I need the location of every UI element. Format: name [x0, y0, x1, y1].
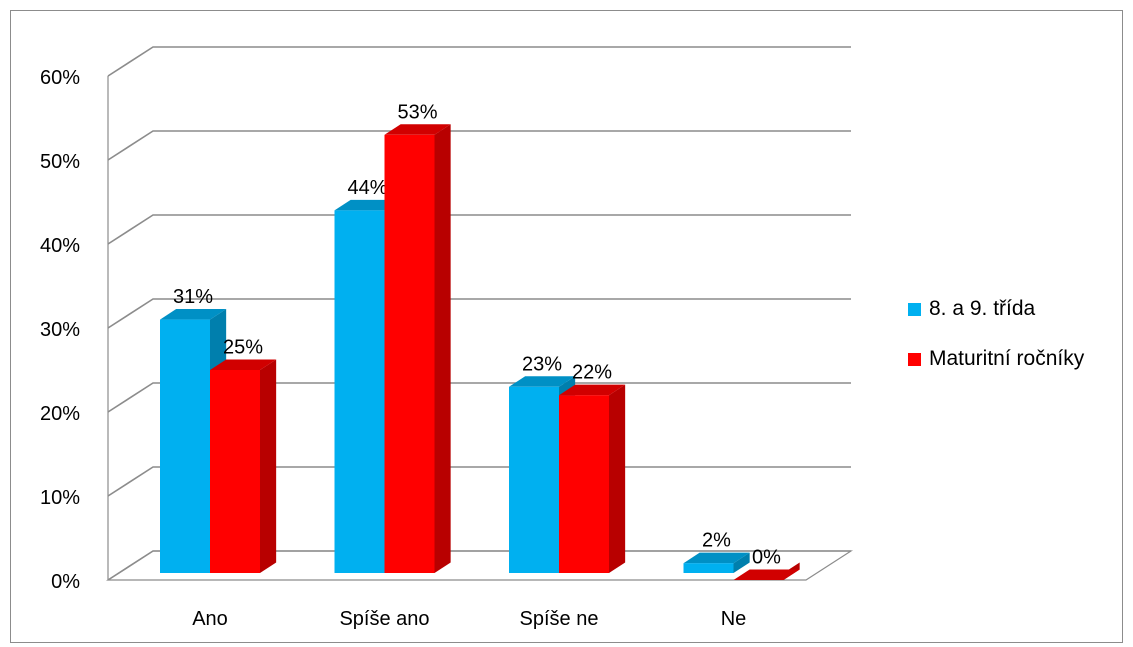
x-tick-label: Ano [192, 608, 228, 630]
bar [210, 370, 260, 573]
bar-top [733, 569, 800, 580]
gridline [107, 214, 851, 245]
bar-top [559, 384, 626, 396]
bar-top [384, 124, 451, 135]
data-label: 2% [702, 530, 731, 552]
legend-label-series-2: Maturitní ročníky [929, 347, 1085, 370]
y-tick-label: 50% [40, 151, 80, 173]
y-tick-label: 60% [40, 67, 80, 89]
x-tick-label: Spíše ne [520, 608, 599, 630]
bar-top [160, 309, 227, 320]
gridline [107, 382, 851, 413]
bar [384, 134, 435, 574]
data-label: 25% [223, 336, 263, 358]
x-tick-label: Ne [721, 608, 747, 630]
x-tick-label: Spíše ano [339, 608, 429, 630]
bar-side [260, 359, 277, 573]
bar [334, 210, 385, 573]
bar [683, 563, 734, 573]
bar-top [509, 376, 576, 387]
legend-swatch-series-1 [908, 302, 921, 316]
legend-item-series-1: 8. a 9. třída [908, 295, 1084, 323]
gridline [107, 46, 851, 77]
bar-side [609, 384, 626, 573]
data-label: 31% [173, 286, 213, 308]
data-label: 44% [347, 177, 387, 199]
bar-top [210, 359, 277, 370]
legend-label-series-1: 8. a 9. třída [929, 297, 1036, 320]
data-label: 0% [752, 546, 781, 568]
y-tick-label: 40% [40, 235, 80, 257]
bar-top [683, 552, 750, 564]
legend-item-series-2: Maturitní ročníky [908, 345, 1084, 373]
data-label: 22% [572, 362, 612, 384]
data-label: 53% [397, 101, 437, 123]
y-tick-label: 30% [40, 319, 80, 341]
legend: 8. a 9. třída Maturitní ročníky [908, 295, 1084, 395]
gridline [107, 130, 851, 161]
gridline [107, 298, 851, 329]
bar [559, 395, 609, 573]
bar-top [334, 199, 401, 211]
legend-swatch-series-2 [908, 352, 921, 366]
y-tick-label: 0% [51, 571, 80, 593]
data-label: 23% [522, 353, 562, 375]
bar [160, 319, 210, 573]
bar [509, 386, 559, 573]
bar-side [733, 552, 750, 573]
y-tick-label: 10% [40, 487, 80, 509]
y-tick-label: 20% [40, 403, 80, 425]
bar-side [434, 124, 451, 573]
